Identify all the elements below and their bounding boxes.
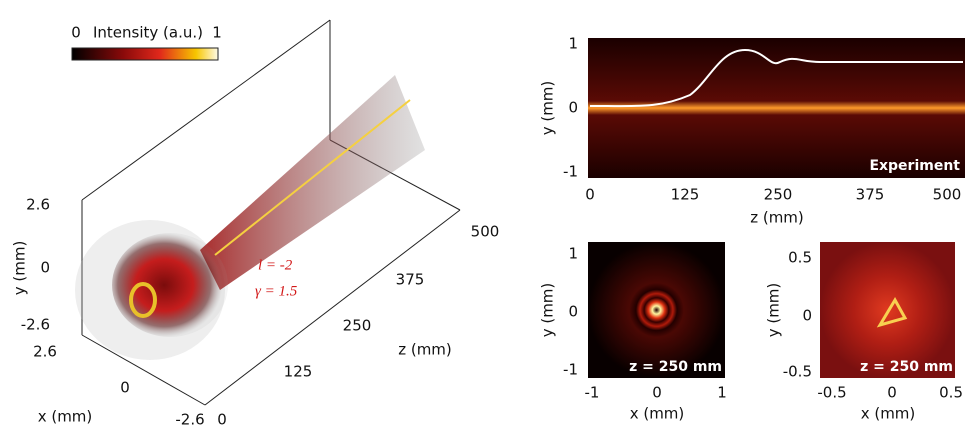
x-tick-label: 250 <box>764 186 793 204</box>
colorbar-max: 1 <box>212 24 222 42</box>
annotation: γ = 1.5 <box>255 283 298 299</box>
y-axis-label: y (mm) <box>539 283 557 338</box>
x-tick-label: 0 <box>652 384 662 402</box>
z-tick-label: 375 <box>396 271 425 289</box>
y-tick-label: 0 <box>568 303 578 321</box>
x-tick-label: -1 <box>585 384 600 402</box>
colorbar <box>71 47 219 61</box>
y-tick-label: -1 <box>563 361 578 379</box>
x-tick-label: -0.5 <box>817 384 846 402</box>
y-tick-label: 1 <box>568 35 578 53</box>
panel-tag: z = 250 mm <box>629 359 722 375</box>
x-tick-label: 1 <box>717 384 727 402</box>
colorbar-min: 0 <box>71 24 81 42</box>
spot <box>876 297 908 328</box>
colorbar-label: Intensity (a.u.) <box>93 24 203 42</box>
y-tick-label: -0.5 <box>783 363 812 381</box>
profile-line <box>589 48 963 108</box>
y-axis-label: y (mm) <box>11 241 29 296</box>
y-axis-label: y (mm) <box>539 81 557 136</box>
y-tick-label: 1 <box>568 245 578 263</box>
x-tick-label: 375 <box>856 186 885 204</box>
x-axis-label: z (mm) <box>750 209 804 227</box>
beam-render <box>75 75 425 360</box>
z-axis-label: z (mm) <box>398 341 452 359</box>
y-axis-label: y (mm) <box>765 283 783 338</box>
x-tick-label: 0 <box>585 186 595 204</box>
panel-tag: z = 250 mm <box>860 359 953 375</box>
x-tick-label: -2.6 <box>175 411 204 427</box>
annotation: l = -2 <box>258 257 293 273</box>
z-tick-label: 0 <box>217 411 227 427</box>
x-axis-label: x (mm) <box>861 405 916 423</box>
y-tick-label: 0 <box>568 99 578 117</box>
heatmap <box>588 242 725 378</box>
x-tick-label: 125 <box>671 186 700 204</box>
x-tick-label: 0 <box>120 379 130 397</box>
panel-tag: Experiment <box>869 158 960 174</box>
x-tick-label: 500 <box>933 186 962 204</box>
x-tick-label: 0.5 <box>939 384 963 402</box>
y-tick-label: 0 <box>802 307 812 325</box>
z-tick-label: 500 <box>471 223 500 241</box>
y-tick-label: 2.6 <box>26 196 50 214</box>
y-tick-label: -2.6 <box>21 316 50 334</box>
z-tick-label: 250 <box>343 317 372 335</box>
y-tick-label: 0 <box>40 259 50 277</box>
z-tick-label: 125 <box>284 363 313 381</box>
x-tick-label: 0 <box>887 384 897 402</box>
y-tick-label: -1 <box>563 163 578 181</box>
x-tick-label: 2.6 <box>33 343 57 361</box>
x-axis-label: x (mm) <box>38 408 93 426</box>
x-axis-label: x (mm) <box>630 405 685 423</box>
y-tick-label: 0.5 <box>788 249 812 267</box>
heatmap <box>588 38 965 178</box>
